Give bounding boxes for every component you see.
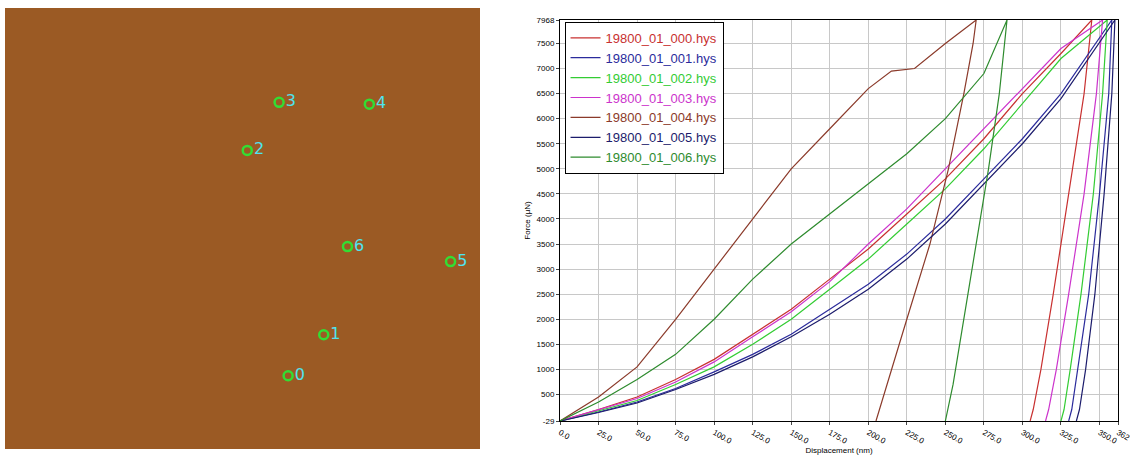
svg-text:5500: 5500 [537, 140, 555, 149]
svg-text:3500: 3500 [537, 240, 555, 249]
svg-text:6: 6 [354, 236, 364, 255]
svg-text:3000: 3000 [537, 265, 555, 274]
svg-text:Displacement (nm): Displacement (nm) [805, 446, 872, 455]
svg-text:4: 4 [376, 93, 386, 112]
svg-text:2500: 2500 [537, 290, 555, 299]
svg-text:0: 0 [295, 365, 305, 384]
svg-text:50.0: 50.0 [634, 428, 652, 444]
svg-text:2000: 2000 [537, 315, 555, 324]
svg-text:100.0: 100.0 [711, 428, 733, 446]
svg-text:250.0: 250.0 [942, 428, 964, 446]
svg-text:6000: 6000 [537, 114, 555, 123]
svg-text:1000: 1000 [537, 365, 555, 374]
svg-text:4000: 4000 [537, 215, 555, 224]
svg-text:19800_01_006.hys: 19800_01_006.hys [606, 150, 717, 165]
svg-text:150.0: 150.0 [788, 428, 810, 446]
svg-text:25.0: 25.0 [596, 428, 614, 444]
svg-text:0.0: 0.0 [557, 428, 572, 442]
svg-text:6500: 6500 [537, 89, 555, 98]
svg-text:19800_01_000.hys: 19800_01_000.hys [606, 31, 717, 46]
svg-text:19800_01_004.hys: 19800_01_004.hys [606, 110, 717, 125]
svg-text:3: 3 [286, 91, 296, 110]
svg-text:350.0: 350.0 [1097, 428, 1119, 446]
svg-text:325.0: 325.0 [1058, 428, 1080, 446]
svg-text:175.0: 175.0 [827, 428, 849, 446]
svg-text:7968: 7968 [537, 16, 555, 25]
svg-text:275.0: 275.0 [981, 428, 1003, 446]
svg-text:Force (µN): Force (µN) [523, 201, 532, 240]
svg-text:75.0: 75.0 [673, 428, 691, 444]
svg-text:2: 2 [254, 139, 264, 158]
svg-text:200.0: 200.0 [865, 428, 887, 446]
svg-text:-29: -29 [543, 417, 555, 426]
svg-text:19800_01_005.hys: 19800_01_005.hys [606, 130, 717, 145]
svg-text:1500: 1500 [537, 340, 555, 349]
svg-text:7500: 7500 [537, 39, 555, 48]
svg-text:500: 500 [541, 390, 555, 399]
svg-text:7000: 7000 [537, 64, 555, 73]
svg-text:19800_01_003.hys: 19800_01_003.hys [606, 91, 717, 106]
svg-text:5000: 5000 [537, 165, 555, 174]
svg-text:300.0: 300.0 [1019, 428, 1041, 446]
svg-text:362: 362 [1115, 428, 1132, 443]
svg-text:1: 1 [330, 324, 340, 343]
svg-text:4500: 4500 [537, 190, 555, 199]
svg-text:5: 5 [457, 251, 467, 270]
svg-text:19800_01_001.hys: 19800_01_001.hys [606, 51, 717, 66]
svg-text:225.0: 225.0 [904, 428, 926, 446]
svg-text:125.0: 125.0 [750, 428, 772, 446]
svg-text:19800_01_002.hys: 19800_01_002.hys [606, 71, 717, 86]
